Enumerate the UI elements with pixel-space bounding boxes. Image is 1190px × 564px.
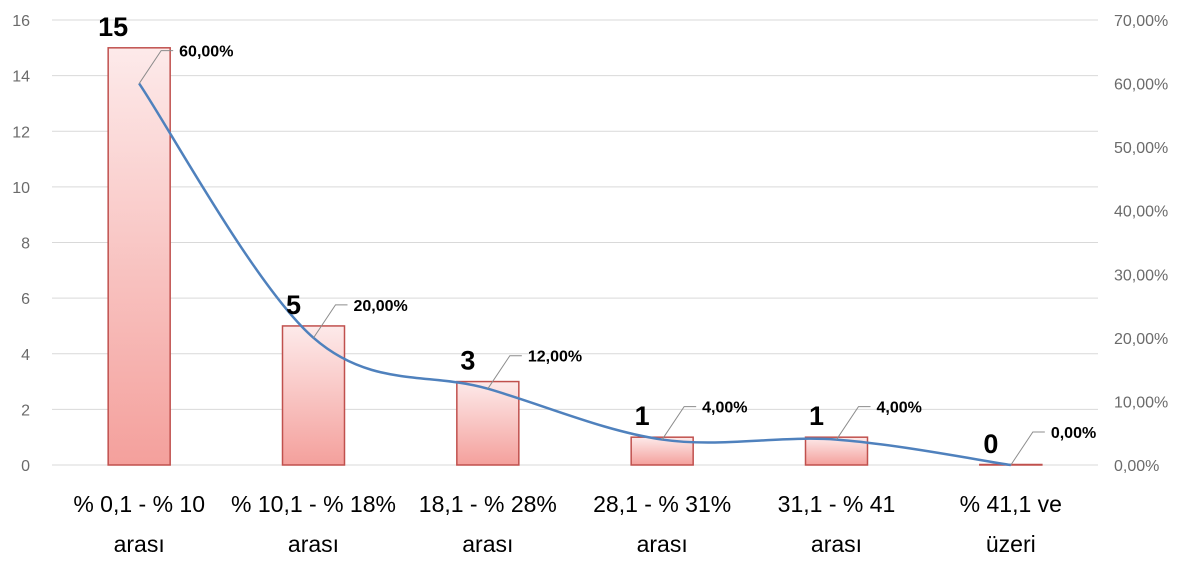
percent-label: 20,00% <box>354 298 408 315</box>
right-tick-label: 40,00% <box>1114 204 1168 221</box>
bar <box>456 380 520 466</box>
category-label: 31,1 - % 41 <box>778 491 896 517</box>
left-tick-label: 12 <box>12 124 30 141</box>
count-label: 3 <box>460 346 475 376</box>
callout-leader <box>313 304 348 339</box>
percent-label: 12,00% <box>528 349 582 366</box>
count-label: 5 <box>286 290 301 320</box>
right-tick-label: 0,00% <box>1114 458 1159 475</box>
callout-leader <box>487 355 522 389</box>
left-tick-label: 4 <box>21 347 30 364</box>
category-label: % 41,1 ve <box>960 491 1062 517</box>
percent-callouts: 60,00% 20,00% 12,00% 4,00% 4,00% 0,00% <box>138 44 1096 466</box>
trend-line <box>138 82 1012 467</box>
left-tick-label: 16 <box>12 13 30 30</box>
category-label: üzeri <box>986 531 1036 557</box>
callout-leader <box>661 406 697 440</box>
left-tick-label: 8 <box>21 236 30 253</box>
callout-leader <box>836 406 871 440</box>
left-tick-label: 6 <box>21 291 30 308</box>
category-label: arası <box>811 531 862 557</box>
category-label: 28,1 - % 31% <box>593 491 731 517</box>
right-tick-label: 30,00% <box>1114 267 1168 284</box>
left-y-axis: 0 2 4 6 8 10 12 14 16 <box>12 13 30 475</box>
left-tick-label: 10 <box>12 180 30 197</box>
category-label: % 0,1 - % 10 <box>73 491 205 517</box>
percent-label: 4,00% <box>877 400 922 417</box>
percent-label: 4,00% <box>702 400 747 417</box>
right-tick-label: 10,00% <box>1114 394 1168 411</box>
percent-label: 0,00% <box>1051 425 1096 442</box>
left-tick-label: 2 <box>21 402 30 419</box>
bar <box>281 325 346 466</box>
right-tick-label: 70,00% <box>1114 13 1168 30</box>
category-labels: % 0,1 - % 10 arası % 10,1 - % 18% arası 18,1… <box>73 491 1062 557</box>
bar <box>107 47 171 466</box>
count-label: 15 <box>98 12 128 42</box>
right-tick-label: 60,00% <box>1114 77 1168 94</box>
count-labels: 15 5 3 1 1 0 <box>98 12 998 459</box>
right-tick-label: 50,00% <box>1114 140 1168 157</box>
callout-leader <box>1010 431 1045 466</box>
right-y-axis: 0,00% 10,00% 20,00% 30,00% 40,00% 50,00% 60,00… <box>1114 13 1168 475</box>
category-label: 18,1 - % 28% <box>419 491 557 517</box>
category-label: arası <box>288 531 339 557</box>
count-label: 1 <box>809 401 824 431</box>
category-label: % 10,1 - % 18% <box>231 491 396 517</box>
percent-label: 60,00% <box>179 44 233 61</box>
count-label: 1 <box>635 401 650 431</box>
right-tick-label: 20,00% <box>1114 331 1168 348</box>
callout-leader <box>138 50 174 84</box>
category-label: arası <box>637 531 688 557</box>
left-tick-label: 14 <box>12 69 30 86</box>
count-label: 0 <box>983 429 998 459</box>
category-label: arası <box>462 531 513 557</box>
left-tick-label: 0 <box>21 458 30 475</box>
gridlines <box>52 19 1098 466</box>
category-label: arası <box>114 531 165 557</box>
